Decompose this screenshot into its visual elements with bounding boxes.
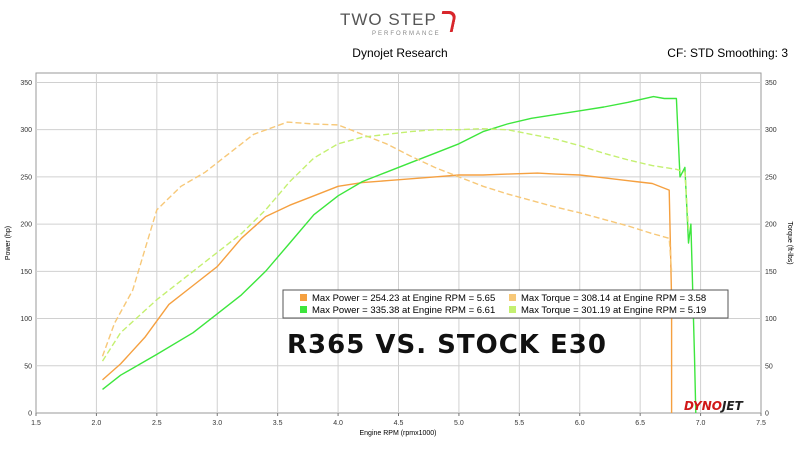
y-tick-label-right: 50 <box>765 363 773 370</box>
series-line-power-r365 <box>102 95 697 414</box>
brand-left: DYNO <box>684 399 722 413</box>
y-tick-label-right: 0 <box>765 411 769 418</box>
x-tick-label: 5.5 <box>514 420 524 427</box>
brand-right: JET <box>720 399 744 413</box>
legend-swatch-torque-e30 <box>509 294 516 301</box>
y-tick-label-left: 350 <box>20 80 32 87</box>
y-tick-label-left: 0 <box>28 411 32 418</box>
legend-swatch-torque-r365 <box>509 306 516 313</box>
dynojet-logo: DYNOJET <box>684 399 744 413</box>
y-tick-label-left: 200 <box>20 222 32 229</box>
y-tick-label-left: 250 <box>20 174 32 181</box>
series-lines <box>101 95 697 414</box>
report-header: TWO STEP PERFORMANCE Dynojet Research CF… <box>0 0 800 70</box>
svg-text:DYNOJET: DYNOJET <box>684 399 744 413</box>
series-line-torque-r365 <box>101 127 690 362</box>
x-tick-label: 5.0 <box>454 420 464 427</box>
y-tick-label-left: 100 <box>20 316 32 323</box>
report-subtitle: Dynojet Research <box>352 46 448 60</box>
y-tick-label-right: 350 <box>765 80 777 87</box>
x-axis-ticks: 1.5 2.0 2.5 3.0 3.5 4.0 4.5 5.0 5.5 6.0 6.5 7.0 7.5 <box>31 413 766 427</box>
y-tick-label-right: 300 <box>765 127 777 134</box>
series-line-power-e30 <box>102 172 673 413</box>
grid-lines <box>36 73 761 413</box>
legend-swatch-power-e30 <box>300 294 307 301</box>
y-tick-label-left: 150 <box>20 269 32 276</box>
y-tick-label-left: 300 <box>20 127 32 134</box>
y-axis-right-ticks: 0 50 100 150 200 250 300 350 <box>765 80 777 418</box>
overlay-title: R365 VS. STOCK E30 <box>287 330 607 360</box>
legend-label-power-r365: Max Power = 335.38 at Engine RPM = 6.61 <box>312 305 495 316</box>
y-axis-right-label: Torque (ft-lbs) <box>786 221 793 264</box>
logo-main-text: TWO STEP <box>340 10 437 29</box>
x-tick-label: 2.5 <box>152 420 162 427</box>
x-tick-label: 7.0 <box>696 420 706 427</box>
y-tick-label-right: 250 <box>765 174 777 181</box>
x-tick-label: 7.5 <box>756 420 766 427</box>
y-tick-label-right: 200 <box>765 222 777 229</box>
legend: Max Power = 254.23 at Engine RPM = 5.65 … <box>282 289 729 319</box>
two-step-logo: TWO STEP PERFORMANCE <box>340 10 460 44</box>
series-line-torque-e30 <box>101 121 673 357</box>
correction-factor: CF: STD Smoothing: 3 <box>667 46 788 60</box>
y-tick-label-left: 50 <box>24 363 32 370</box>
x-tick-label: 3.5 <box>273 420 283 427</box>
x-tick-label: 3.0 <box>212 420 222 427</box>
x-tick-label: 6.5 <box>635 420 645 427</box>
x-tick-label: 6.0 <box>575 420 585 427</box>
legend-swatch-power-r365 <box>300 306 307 313</box>
x-tick-label: 1.5 <box>31 420 41 427</box>
legend-label-power-e30: Max Power = 254.23 at Engine RPM = 5.65 <box>312 293 495 304</box>
x-axis-label: Engine RPM (rpmx1000) <box>359 430 436 437</box>
legend-label-torque-e30: Max Torque = 308.14 at Engine RPM = 3.58 <box>521 293 706 304</box>
logo-sub-text: PERFORMANCE <box>372 31 441 37</box>
y-tick-label-right: 150 <box>765 269 777 276</box>
legend-label-torque-r365: Max Torque = 301.19 at Engine RPM = 5.19 <box>521 305 706 316</box>
x-tick-label: 2.0 <box>92 420 102 427</box>
y-axis-left-label: Power (hp) <box>5 226 12 260</box>
y-tick-label-right: 100 <box>765 316 777 323</box>
x-tick-label: 4.0 <box>333 420 343 427</box>
y-axis-left-ticks: 0 50 100 150 200 250 300 350 <box>20 80 32 418</box>
x-tick-label: 4.5 <box>394 420 404 427</box>
legend-box <box>282 289 729 319</box>
